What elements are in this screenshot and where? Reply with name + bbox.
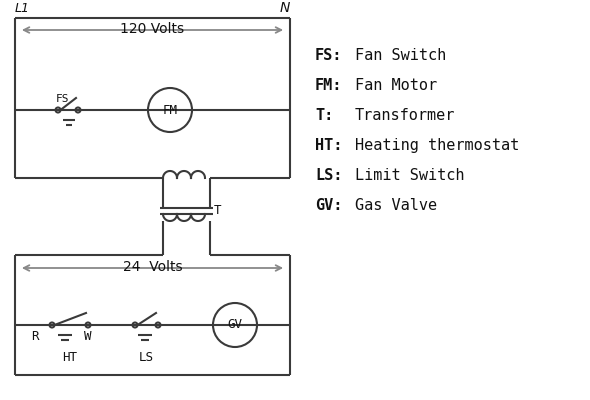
Text: T:: T:	[315, 108, 333, 123]
Text: FS:: FS:	[315, 48, 342, 63]
Text: T: T	[214, 204, 221, 218]
Text: 24  Volts: 24 Volts	[123, 260, 182, 274]
Text: L1: L1	[15, 2, 30, 15]
Text: FM:: FM:	[315, 78, 342, 93]
Text: R: R	[31, 330, 39, 343]
Text: LS: LS	[139, 351, 154, 364]
Text: HT:: HT:	[315, 138, 342, 153]
Text: Gas Valve: Gas Valve	[355, 198, 437, 213]
Text: FS: FS	[56, 94, 70, 104]
Text: Limit Switch: Limit Switch	[355, 168, 464, 183]
Text: 120 Volts: 120 Volts	[120, 22, 185, 36]
Text: Heating thermostat: Heating thermostat	[355, 138, 519, 153]
Text: HT: HT	[63, 351, 77, 364]
Text: N: N	[280, 1, 290, 15]
Text: W: W	[84, 330, 92, 343]
Text: Fan Switch: Fan Switch	[355, 48, 446, 63]
Text: Fan Motor: Fan Motor	[355, 78, 437, 93]
Text: LS:: LS:	[315, 168, 342, 183]
Text: Transformer: Transformer	[355, 108, 455, 123]
Text: GV: GV	[228, 318, 242, 332]
Text: FM: FM	[162, 104, 178, 116]
Text: GV:: GV:	[315, 198, 342, 213]
